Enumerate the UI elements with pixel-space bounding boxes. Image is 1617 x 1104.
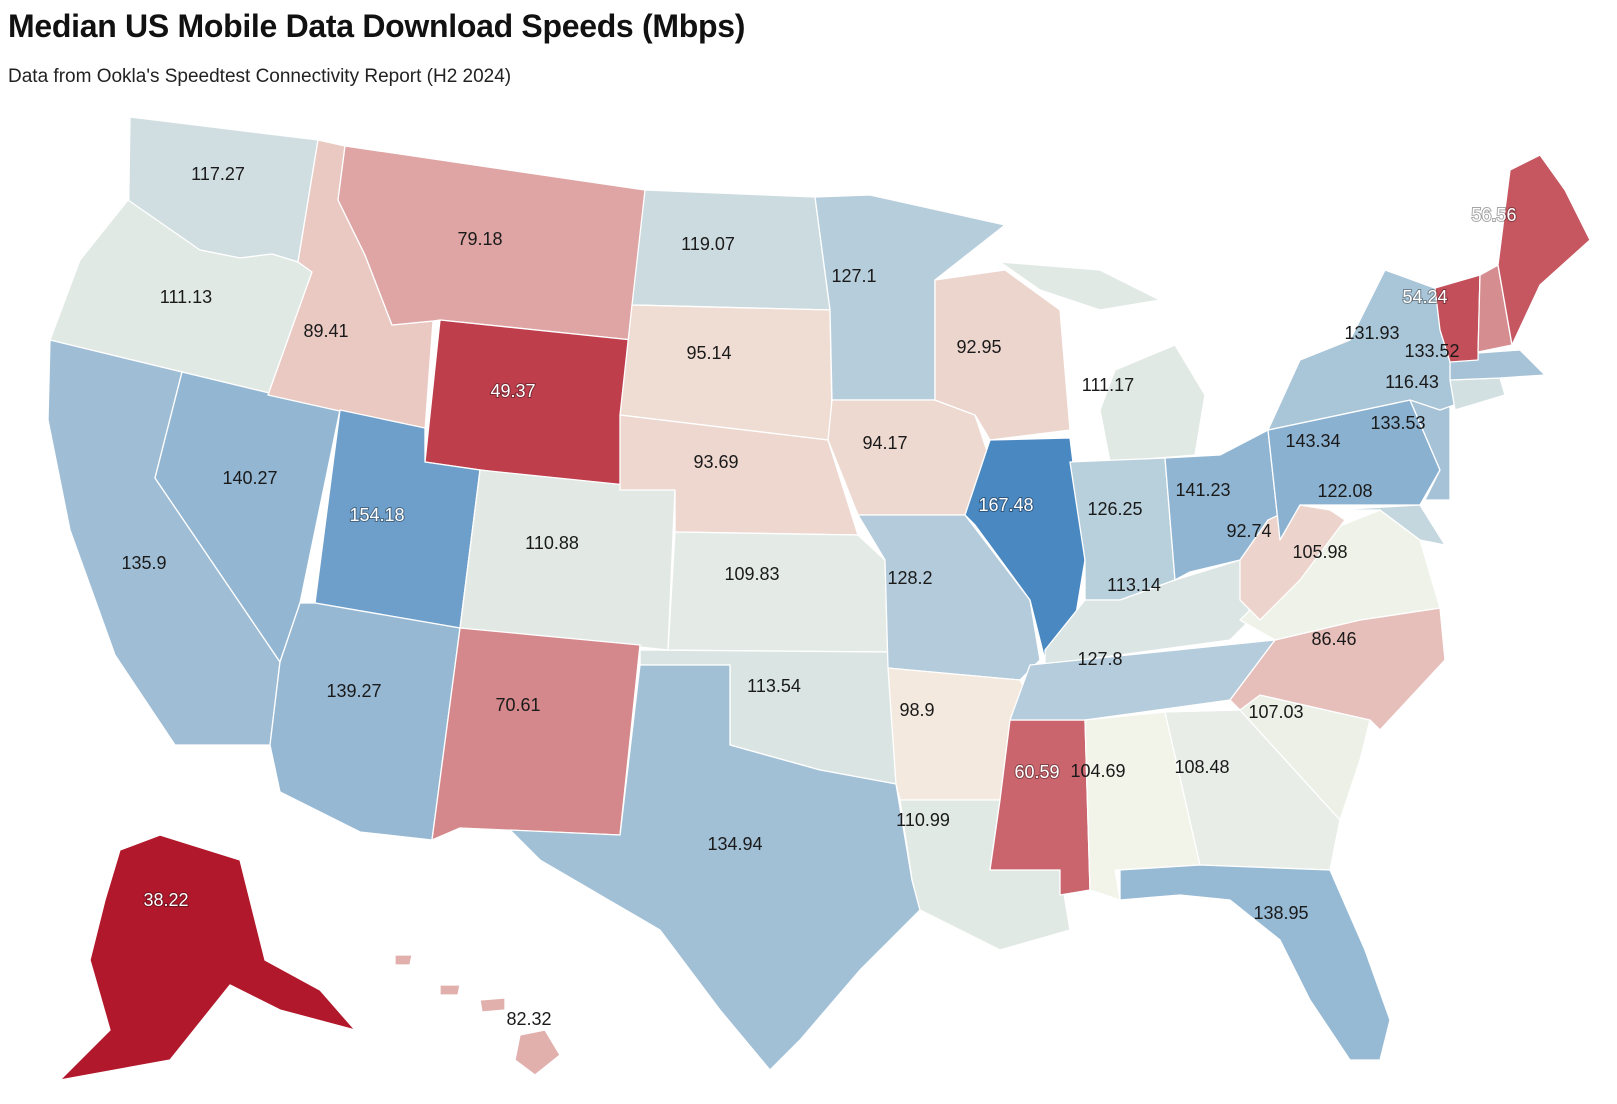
value-label-nj: 133.53 bbox=[1370, 413, 1425, 433]
state-nm[interactable] bbox=[431, 627, 641, 841]
value-label-id: 89.41 bbox=[303, 321, 348, 341]
value-label-ks: 109.83 bbox=[724, 564, 779, 584]
value-label-vt: 54.24 bbox=[1402, 287, 1447, 307]
state-ga[interactable] bbox=[1164, 709, 1341, 871]
value-label-tx: 134.94 bbox=[707, 834, 762, 854]
value-label-nv: 140.27 bbox=[222, 468, 277, 488]
value-label-ca: 135.9 bbox=[121, 553, 166, 573]
value-label-wi: 92.95 bbox=[956, 337, 1001, 357]
value-label-ny: 131.93 bbox=[1344, 323, 1399, 343]
value-label-nc: 86.46 bbox=[1311, 629, 1356, 649]
value-label-pa: 143.34 bbox=[1285, 431, 1340, 451]
value-label-al: 104.69 bbox=[1070, 761, 1125, 781]
value-label-ms: 60.59 bbox=[1014, 762, 1059, 782]
value-label-hi: 82.32 bbox=[506, 1009, 551, 1029]
value-label-fl: 138.95 bbox=[1253, 903, 1308, 923]
state-ct[interactable] bbox=[1449, 377, 1506, 411]
value-label-la: 110.99 bbox=[896, 810, 950, 830]
value-label-ut: 154.18 bbox=[349, 505, 404, 525]
value-label-ga: 108.48 bbox=[1174, 757, 1229, 777]
state-value-labels: 117.27 111.13 135.9 140.27 89.41 79.18 49.37 15… bbox=[121, 164, 1517, 1029]
state-mi[interactable] bbox=[999, 261, 1206, 463]
state-wy[interactable] bbox=[424, 319, 633, 491]
value-label-ar: 98.9 bbox=[899, 700, 934, 720]
value-label-ct: 116.43 bbox=[1385, 372, 1439, 392]
value-label-me: 56.56 bbox=[1471, 205, 1516, 225]
value-label-nm: 70.61 bbox=[495, 695, 540, 715]
map-title: Median US Mobile Data Download Speeds (M… bbox=[8, 8, 746, 44]
state-az[interactable] bbox=[269, 602, 461, 841]
value-label-or: 111.13 bbox=[160, 287, 212, 307]
value-label-co: 110.88 bbox=[525, 533, 579, 553]
value-label-sc: 107.03 bbox=[1248, 702, 1303, 722]
value-label-az: 139.27 bbox=[326, 681, 381, 701]
state-md[interactable] bbox=[1329, 504, 1446, 546]
value-label-ia: 94.17 bbox=[862, 433, 907, 453]
value-label-in: 126.25 bbox=[1087, 499, 1142, 519]
state-ia[interactable] bbox=[827, 399, 991, 516]
value-label-tn: 127.8 bbox=[1077, 649, 1122, 669]
state-vt[interactable] bbox=[1434, 274, 1481, 363]
state-tx[interactable] bbox=[509, 664, 921, 1071]
value-label-nd: 119.07 bbox=[681, 234, 735, 254]
value-label-ok: 113.54 bbox=[747, 676, 801, 696]
map-subtitle: Data from Ookla's Speedtest Connectivity… bbox=[8, 66, 512, 87]
value-label-mn: 127.1 bbox=[831, 266, 876, 286]
value-label-va: 105.98 bbox=[1292, 542, 1347, 562]
state-fl[interactable] bbox=[1119, 864, 1391, 1061]
value-label-ak: 38.22 bbox=[143, 890, 188, 910]
state-shapes bbox=[47, 116, 1591, 1081]
value-label-mi: 111.17 bbox=[1082, 375, 1134, 395]
value-label-mo: 128.2 bbox=[887, 568, 932, 588]
state-ak[interactable] bbox=[59, 834, 356, 1081]
state-me[interactable] bbox=[1497, 154, 1591, 346]
state-tn[interactable] bbox=[1009, 639, 1276, 721]
value-label-wy: 49.37 bbox=[490, 381, 535, 401]
value-label-wv: 92.74 bbox=[1226, 521, 1271, 541]
value-label-ne: 93.69 bbox=[693, 452, 738, 472]
value-label-oh: 141.23 bbox=[1175, 480, 1230, 500]
value-label-wa: 117.27 bbox=[191, 164, 245, 184]
state-ks[interactable] bbox=[667, 531, 889, 653]
value-label-mt: 79.18 bbox=[457, 229, 502, 249]
value-label-ky: 113.14 bbox=[1107, 575, 1161, 595]
state-hi[interactable] bbox=[394, 954, 561, 1076]
value-label-ma: 133.52 bbox=[1404, 341, 1459, 361]
value-label-il: 167.48 bbox=[978, 495, 1033, 515]
state-wi[interactable] bbox=[934, 269, 1071, 441]
state-co[interactable] bbox=[459, 469, 676, 651]
value-label-md: 122.08 bbox=[1317, 481, 1372, 501]
value-label-sd: 95.14 bbox=[686, 343, 731, 363]
